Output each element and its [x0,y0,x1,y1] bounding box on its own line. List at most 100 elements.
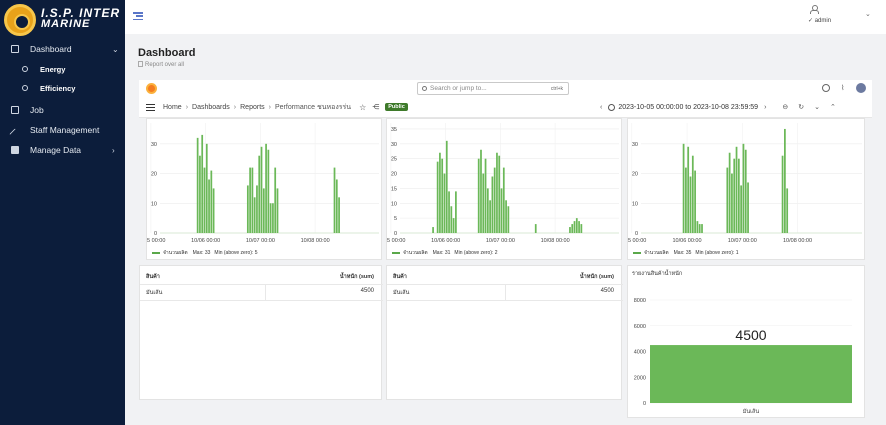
chart-bar [448,191,450,233]
timeseries-panel-1: 0 10 20 30 10/05 00:00 10/06 00:00 10/07 00:00… [136,118,382,260]
chevron-right-icon: › [112,145,115,155]
panel-title: รายงานสินค้าน้ำหนัก [632,271,683,277]
sidebar-item-job[interactable]: Job [0,101,125,119]
chevron-down-icon[interactable]: ⌄ [814,104,821,111]
menu-icon[interactable] [146,103,155,111]
chart-bar [696,221,699,233]
y-tick-label: 30 [391,142,397,148]
time-range-value[interactable]: 2023-10-05 00:00:00 to 2023-10-08 23:59:… [618,103,759,111]
x-tick-label: 10/06 00:00 [191,238,220,244]
menu-toggle-icon[interactable] [133,12,143,21]
breadcrumb-dashboards[interactable]: Dashboards [192,103,230,111]
chart-bar [726,167,729,233]
table-divider [140,284,383,285]
star-icon[interactable]: ☆ [359,102,367,112]
x-tick-label: 10/08 00:00 [783,238,812,244]
chart-legend: จำนวนผลิต Max: 33 Min (above zero): 5 [152,249,262,257]
x-tick-label: 10/08 00:00 [541,238,570,244]
time-back-icon[interactable]: ‹ [600,103,603,111]
table-panel-1: สินค้า น้ำหนัก (sum) มันเส้น 4500 [139,265,383,400]
table-divider [505,284,506,300]
y-tick-label: 0 [635,231,638,237]
sidebar-item-staff-management[interactable]: Staff Management [0,121,125,140]
y-tick-label: 2000 [634,375,646,381]
y-tick-label: 0 [394,231,397,237]
chevron-down-icon[interactable]: ⌄ [865,11,871,18]
table-header-weight[interactable]: น้ำหนัก (sum) [579,274,614,280]
pencil-icon [9,128,21,140]
legend-swatch [633,252,641,254]
chart-bar [502,167,505,233]
chart-bar [496,152,498,233]
avatar[interactable] [856,83,866,93]
chart-bar [249,167,251,233]
circle-icon [22,85,28,91]
table-cell-product: มันเส้น [146,290,163,296]
search-input[interactable]: Search or jump to... ctrl+k [417,82,569,95]
chart-bar [650,345,852,403]
chart-bar [781,155,784,233]
time-forward-icon[interactable]: › [764,103,767,111]
zoom-out-icon[interactable]: ⊖ [782,104,789,111]
chart-bar [500,188,503,233]
chart-legend: จำนวนผลิต Max: 35 Min (above zero): 1 [633,249,743,257]
breadcrumb-reports[interactable]: Reports [240,103,265,111]
y-tick-label: 20 [391,172,397,178]
book-icon [11,146,19,154]
legend-label: จำนวนผลิต [403,250,428,256]
table-header-weight[interactable]: น้ำหนัก (sum) [339,274,374,280]
chart-bar [256,185,258,233]
page-subtitle: Report over all [138,61,184,68]
legend-swatch [152,252,160,254]
timeseries-panel-2: 0 5 10 15 20 25 30 35 10/05 00:00 10/06 00:00 10/0… [376,118,622,260]
chart-bar [265,143,267,233]
table-header-product[interactable]: สินค้า [393,274,407,280]
grafana-logo-icon[interactable] [146,83,157,94]
y-tick-label: 20 [151,172,157,178]
sidebar-item-manage-data[interactable]: Manage Data › [0,141,125,159]
user-menu[interactable]: ✓ admin [807,5,847,27]
chart-bar [199,155,201,233]
user-icon [810,5,819,14]
help-icon[interactable] [822,84,830,92]
chart-bar [210,170,213,233]
sidebar-subitem-efficiency[interactable]: Efficiency [0,80,125,96]
y-tick-label: 0 [643,401,646,407]
chart-bar [737,158,740,233]
table-header-product[interactable]: สินค้า [146,274,160,280]
sidebar-item-dashboard[interactable]: Dashboard ⌄ [0,40,125,58]
bar-value-label: 4500 [735,327,766,343]
collapse-icon[interactable]: ⌃ [830,104,836,111]
chart-bar [731,173,733,233]
legend-max: Max: 35 [673,250,692,256]
y-tick-label: 30 [151,142,157,148]
chart-bar [477,158,480,233]
refresh-icon[interactable]: ↻ [798,104,805,111]
x-tick-label: 10/07 00:00 [486,238,515,244]
chart-bar [682,143,685,233]
legend-label: จำนวนผลิต [163,250,188,256]
share-icon[interactable]: ⋲ [372,104,380,111]
breadcrumb-home[interactable]: Home [163,103,182,111]
x-tick-label: 10/06 00:00 [431,238,460,244]
chart-bar [251,167,254,233]
chart-bar [575,218,578,233]
chart-bar [505,200,507,233]
shortcut-hint: ctrl+k [550,85,563,92]
chart-bar [486,188,489,233]
sidebar-subitem-energy[interactable]: Energy [0,61,125,77]
rss-icon[interactable]: ⌇ [841,85,845,92]
table-cell-weight: 4500 [600,288,614,294]
chart-bar [338,197,340,233]
company-logo[interactable]: I.S.P. INTER MARINE [4,4,122,36]
chart-bar [698,224,701,233]
sidebar-item-label: Staff Management [30,125,100,135]
chart-bar [196,137,199,233]
chart-bar [484,158,487,233]
chart-bar [212,188,215,233]
dashboard-icon [11,45,19,53]
chart-bar [335,179,338,233]
chart-bar [253,197,256,233]
page-subtitle-text: Report over all [145,62,185,68]
chart-bar [267,149,270,233]
